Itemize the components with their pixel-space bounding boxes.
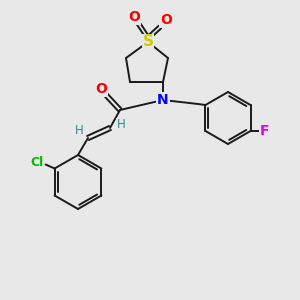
Text: Cl: Cl — [30, 156, 43, 169]
Text: O: O — [128, 10, 140, 24]
Text: S: S — [142, 34, 154, 50]
Text: O: O — [95, 82, 107, 96]
Text: F: F — [260, 124, 269, 138]
Text: H: H — [117, 118, 125, 131]
Text: N: N — [157, 93, 169, 107]
Text: H: H — [75, 124, 83, 136]
Text: O: O — [160, 13, 172, 27]
